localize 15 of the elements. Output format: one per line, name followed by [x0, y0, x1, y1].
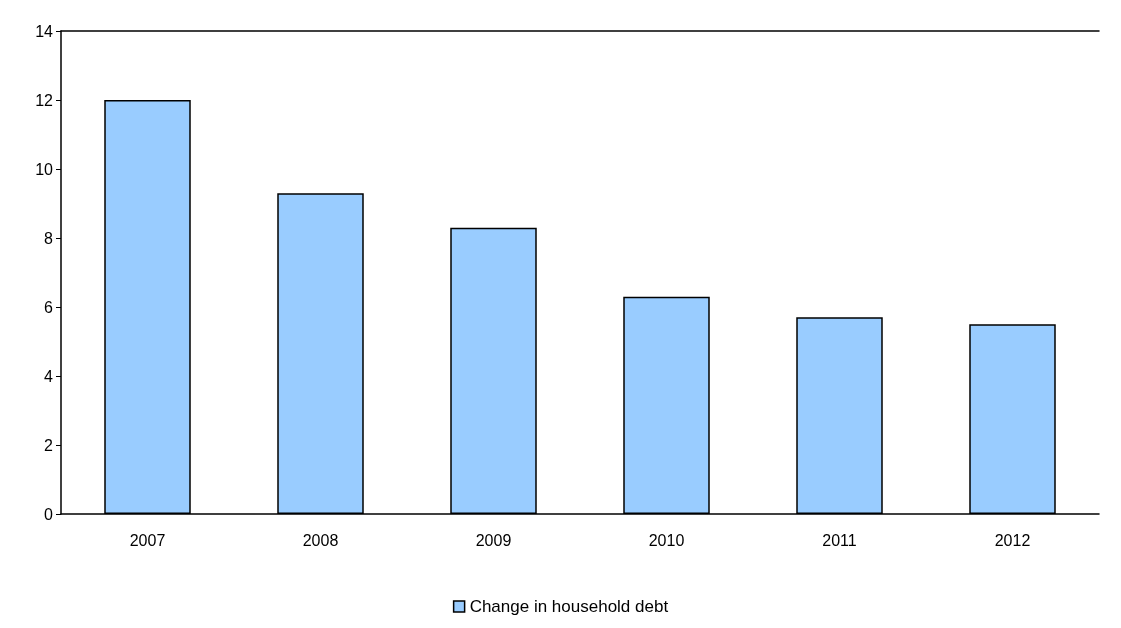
x-tick-label: 2007: [129, 531, 166, 549]
y-tick-label: 2: [44, 436, 54, 454]
x-tick-label: 2010: [648, 531, 685, 549]
y-tick-label: 4: [44, 367, 54, 385]
y-tick-label: 12: [35, 91, 54, 109]
legend-label: Change in household debt: [469, 597, 669, 616]
x-tick-label: 2009: [475, 531, 512, 549]
y-tick-label: 14: [35, 22, 54, 40]
x-tick-label: 2011: [822, 531, 857, 549]
y-tick-label: 10: [35, 160, 54, 178]
y-tick-label: 0: [44, 505, 54, 523]
x-tick-label: 2008: [302, 531, 339, 549]
y-tick-label: 6: [44, 298, 54, 316]
y-tick-label: 8: [44, 229, 54, 247]
x-tick-label: 2012: [994, 531, 1031, 549]
